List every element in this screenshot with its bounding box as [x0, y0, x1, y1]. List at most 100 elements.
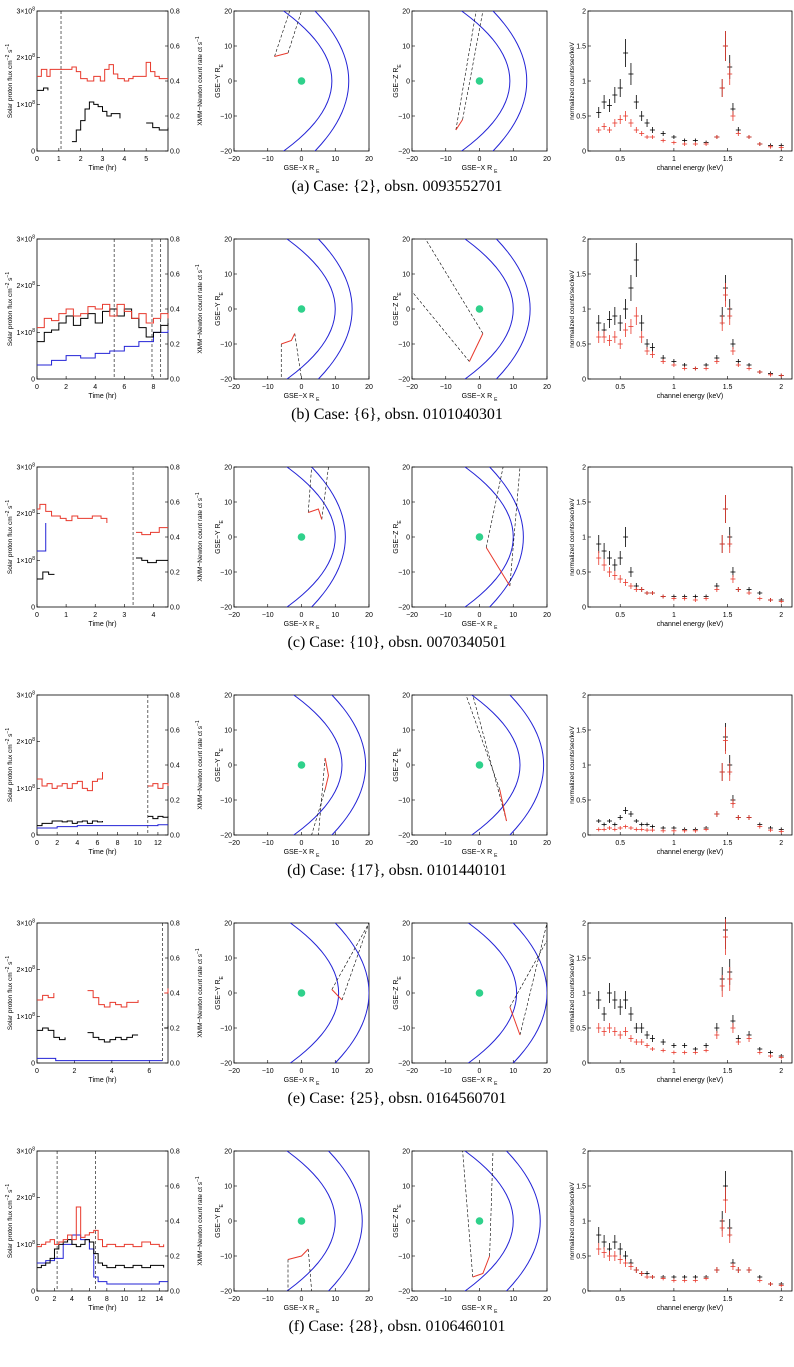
orbit-xtick-label: 10	[331, 840, 339, 847]
spacecraft-trajectory	[332, 990, 342, 1001]
spec-red-point	[639, 331, 644, 343]
spec-red-point	[727, 535, 732, 553]
orbit-ytick-label: 10	[402, 956, 410, 963]
orbit-xtick-label: 0	[300, 156, 304, 163]
lc-xtick-label: 4	[122, 156, 126, 163]
orbit-ylabel: GSE−Y RE	[215, 975, 225, 1009]
lc-ytick-label: 2×108	[16, 53, 35, 62]
spec-xlabel: channel energy (keV)	[657, 165, 724, 172]
spec-red-point	[650, 1047, 655, 1051]
spec-ytick-label: 1	[582, 79, 586, 86]
spec-red-point	[736, 815, 741, 820]
spec-red-point	[628, 1035, 633, 1042]
lc-xtick-label: 3	[122, 612, 126, 619]
spectrum-panel: 0.5 1 1.5 2 0 0.5 1 1.5 2 channel energy (keV) nor…	[569, 9, 792, 173]
spec-red-point	[682, 367, 687, 371]
spec-red-point	[650, 828, 655, 832]
lc-xlabel: Time (hr)	[88, 165, 116, 172]
orbit-xtick-label: −10	[262, 1296, 274, 1303]
orbit-xlabel: GSE−X R E	[284, 165, 321, 175]
spec-black-point	[628, 811, 633, 817]
lc-ytick-right-label: 0.4	[170, 535, 180, 542]
orbit-xtick-label: −10	[262, 840, 274, 847]
bow-shock-curve	[454, 233, 530, 414]
spec-ytick-label: 2	[582, 693, 586, 700]
lc-xtick-label: 2	[64, 384, 68, 391]
spec-ytick-label: 1.5	[576, 956, 586, 963]
spec-red-point	[730, 347, 735, 355]
orbit-xtick-label: −20	[228, 156, 240, 163]
spec-black-point	[607, 551, 612, 565]
spec-xtick-label: 0.5	[615, 384, 625, 391]
orbit-xz-panel-plotarea	[405, 461, 524, 642]
orbit-xtick-label: 20	[365, 1296, 373, 1303]
orbit-xtick-label: −10	[440, 612, 452, 619]
lc-xtick-label: 2	[79, 156, 83, 163]
spec-red-point	[720, 79, 725, 97]
spec-black-point	[602, 1007, 607, 1021]
spec-red-point	[602, 1247, 607, 1258]
orbit-xy-panel-plotarea	[227, 1145, 362, 1326]
lc-xtick-label: 4	[70, 1296, 74, 1303]
spec-red-point	[727, 307, 732, 325]
spec-xtick-label: 2	[779, 1296, 783, 1303]
orbit-ytick-label: 10	[224, 956, 232, 963]
spec-red-point	[723, 919, 728, 955]
lightcurve-panel: 01×1082×1083×1080.00.20.40.60.80 2 4 6Time …	[5, 919, 204, 1085]
spec-xtick-label: 0.5	[615, 156, 625, 163]
lc-xtick-label: 8	[151, 384, 155, 391]
orbit-xlabel: GSE−X R E	[284, 621, 321, 631]
spec-black-point	[602, 543, 607, 559]
magnetopause-curve	[405, 461, 513, 642]
panel-caption: (f) Case: {28}, obsn. 0106460101	[0, 1318, 794, 1336]
orbit-xlabel: GSE−X R E	[284, 1077, 321, 1087]
view-cone-line	[466, 695, 500, 790]
spec-red-point	[720, 315, 725, 331]
lc-ytick-right-label: 0.4	[170, 79, 180, 86]
orbit-xtick-label: 0	[300, 612, 304, 619]
spec-red-point	[645, 135, 650, 139]
spec-red-point	[639, 1271, 644, 1276]
lc-ytick-right-label: 0.8	[170, 9, 180, 16]
lightcurve-panel: 01×1082×1083×1080.00.20.40.60.80 1 2 3 4 5Tim…	[5, 7, 204, 173]
spec-xtick-label: 0.5	[615, 1296, 625, 1303]
lc-ylabel-right: XMM−Newton count rate ct s−1	[195, 264, 204, 354]
spec-red-point	[736, 1267, 741, 1273]
spec-red-point	[704, 1048, 709, 1052]
orbit-xz-panel: −20−20 −10 −10 0 0 10 10 20 20 GSE−X R E GSE−Z RE	[393, 5, 551, 186]
orbit-xtick-label: 20	[543, 156, 551, 163]
earth-marker	[476, 533, 484, 541]
spec-red-point	[714, 135, 719, 139]
view-cone-line	[510, 467, 520, 586]
spec-ytick-label: 0.5	[576, 798, 586, 805]
magnetopause-curve	[227, 233, 335, 414]
earth-marker	[298, 761, 306, 769]
orbit-ytick-label: 10	[224, 728, 232, 735]
spec-red-point	[639, 131, 644, 136]
lc-ytick-right-label: 0.6	[170, 1184, 180, 1191]
lc-xtick-label: 0	[35, 840, 39, 847]
spec-red-point	[623, 579, 628, 586]
orbit-xtick-label: 10	[509, 840, 517, 847]
orbit-xtick-label: 20	[543, 1296, 551, 1303]
spec-black-point	[671, 1275, 676, 1279]
spec-black-point	[634, 1023, 639, 1033]
spec-black-point	[650, 825, 655, 829]
spec-red-point	[607, 127, 612, 133]
spec-red-point	[650, 591, 655, 595]
orbit-xy-panel: −20−20 −10 −10 0 0 10 10 20 20 GSE−X R E GSE−Y RE	[215, 233, 373, 414]
spec-ytick-label: 0	[582, 1289, 586, 1296]
orbit-ytick-label: 20	[224, 1149, 232, 1156]
spec-black-point	[618, 999, 623, 1015]
lc-xtick-label: 10	[120, 1296, 128, 1303]
spec-red-point	[639, 587, 644, 592]
spectrum-frame	[588, 239, 792, 379]
spacecraft-trajectory	[486, 548, 510, 587]
orbit-ytick-label: 0	[406, 79, 410, 86]
spec-red-point	[727, 967, 732, 991]
panel-caption: (a) Case: {2}, obsn. 0093552701	[0, 178, 794, 196]
spec-black-point	[618, 551, 623, 565]
lc-ytick-label: 0	[31, 833, 35, 840]
orbit-xtick-label: 10	[509, 612, 517, 619]
orbit-ytick-label: −20	[220, 1289, 232, 1296]
